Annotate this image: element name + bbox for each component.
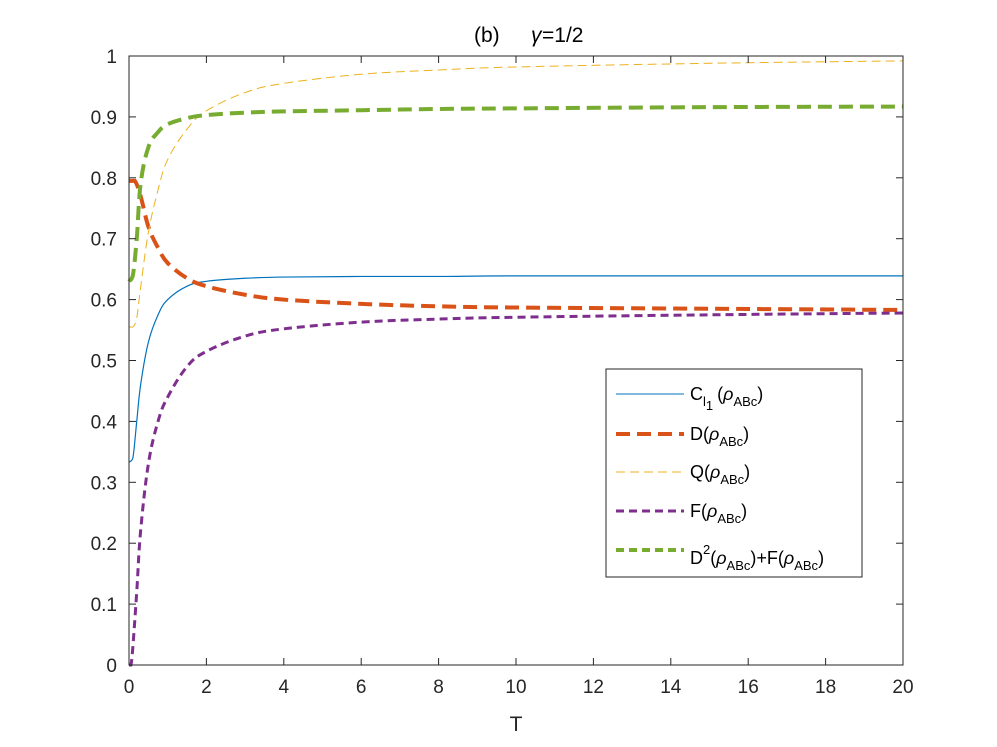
y-tick-label: 0.4 <box>91 412 118 433</box>
y-tick-label: 0.5 <box>91 352 117 373</box>
chart-title: (b) <box>474 24 500 47</box>
x-tick-label: 14 <box>660 677 682 698</box>
y-tick-label: 0.6 <box>91 291 117 312</box>
legend-label-d: D(ρABc) <box>690 424 749 449</box>
y-tick-label: 0.1 <box>91 595 117 616</box>
x-tick-label: 8 <box>433 677 444 698</box>
chart-title-gamma-value: =1/2 <box>542 24 583 47</box>
legend-label-d2f: D2(ρABc)+F(ρABc) <box>690 542 824 573</box>
x-tick-label: 0 <box>124 677 135 698</box>
x-tick-label: 18 <box>815 677 836 698</box>
series-line-4 <box>127 104 904 283</box>
legend: Cl1(ρABc) D(ρABc) Q(ρABc) F(ρABc) D2(ρAB… <box>605 368 863 578</box>
chart-title-gamma: γ <box>531 24 543 47</box>
legend-box <box>605 368 863 578</box>
x-tick-label: 16 <box>738 677 759 698</box>
x-tick-label: 10 <box>505 677 526 698</box>
x-axis-label: T <box>510 713 523 736</box>
x-tick-label: 2 <box>201 677 212 698</box>
x-tick-label: 4 <box>279 677 290 698</box>
y-tick-label: 0 <box>106 656 117 677</box>
legend-label-cl1: Cl1(ρABc) <box>690 384 763 413</box>
tick-layer: 0 2 4 6 8 10 12 14 16 18 20 0 0.1 0.2 0.3 0.4 0.5 0.6 0.7 0… <box>91 47 914 698</box>
series-line-2 <box>129 60 904 328</box>
series-line-3 <box>129 311 904 667</box>
legend-label-q: Q(ρABc) <box>690 462 750 487</box>
y-tick-label: 0.3 <box>91 473 117 494</box>
y-tick-label: 0.7 <box>91 230 117 251</box>
y-tick-label: 1 <box>106 47 117 68</box>
y-tick-label: 0.2 <box>91 534 117 555</box>
y-tick-label: 0.8 <box>91 169 117 190</box>
y-tick-label: 0.9 <box>91 108 117 129</box>
series-layer <box>127 60 904 667</box>
x-tick-label: 20 <box>892 677 913 698</box>
legend-label-f: F(ρABc) <box>690 501 747 526</box>
series-line-0 <box>128 275 903 463</box>
x-tick-label: 6 <box>356 677 367 698</box>
series-line-1 <box>129 178 904 312</box>
x-tick-label: 12 <box>583 677 604 698</box>
